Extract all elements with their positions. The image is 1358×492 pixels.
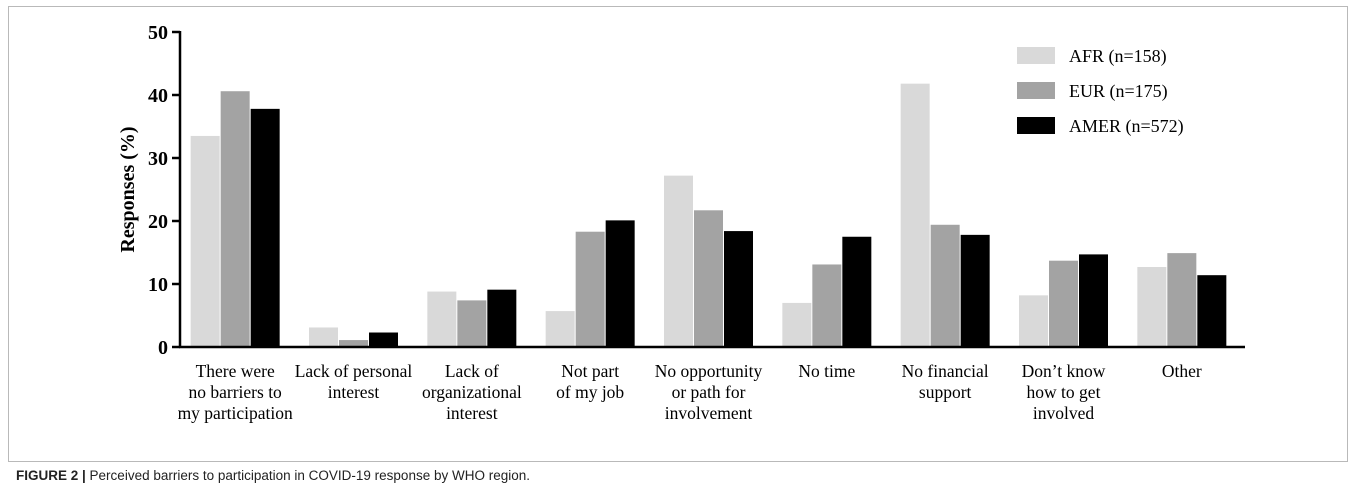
bar [960, 234, 990, 347]
legend: AFR (n=158) EUR (n=175) AMER (n=572) [1017, 46, 1184, 137]
y-tick-label: 40 [148, 85, 168, 107]
bar [812, 264, 842, 347]
x-tick-label: No time [798, 361, 855, 381]
x-tick-label: involved [1033, 403, 1094, 423]
y-ticks-group: 0 10 20 30 40 50 [148, 22, 180, 359]
y-axis-label: Responses (%) [117, 126, 139, 252]
figure-caption-text: Perceived barriers to participation in C… [85, 468, 530, 483]
x-tick-label: Lack of [445, 361, 499, 381]
y-tick-label: 20 [148, 211, 168, 233]
x-tick-label: how to get [1027, 382, 1101, 402]
bar [427, 291, 457, 347]
bar [487, 289, 517, 347]
bar [605, 220, 635, 347]
x-tick-label: organizational [422, 382, 522, 402]
x-tick-label: of my job [556, 382, 624, 402]
y-tick-label: 30 [148, 148, 168, 170]
x-tick-label: or path for [672, 382, 746, 402]
x-tick-label: my participation [178, 403, 293, 423]
x-tick-label: Other [1162, 361, 1202, 381]
bar [545, 311, 575, 347]
legend-swatch [1017, 47, 1055, 64]
bar [1079, 254, 1108, 347]
figure-caption-label: FIGURE 2 | [16, 468, 86, 483]
x-tick-label: support [919, 382, 972, 402]
bar [309, 327, 338, 347]
bar [724, 231, 753, 347]
bar [220, 91, 250, 347]
legend-swatch [1017, 82, 1055, 99]
bar [1019, 295, 1048, 347]
bar [842, 236, 872, 347]
x-tick-label: no barriers to [189, 382, 283, 402]
bar [190, 135, 220, 347]
figure-caption: FIGURE 2 | Perceived barriers to partici… [16, 468, 530, 483]
bar [664, 175, 693, 347]
bar [369, 332, 398, 347]
bar [575, 231, 605, 347]
x-tick-label: No financial [902, 361, 989, 381]
bar [1049, 260, 1078, 347]
bar [1137, 266, 1167, 347]
bar [694, 210, 723, 347]
bar [930, 224, 960, 347]
y-tick-label: 10 [148, 274, 168, 296]
x-tick-label: involvement [665, 403, 753, 423]
bar [782, 302, 812, 347]
legend-swatch [1017, 117, 1055, 134]
x-tick-label: Not part [561, 361, 619, 381]
bar [250, 108, 280, 347]
y-tick-label: 50 [148, 22, 168, 44]
x-tick-label: Lack of personal [295, 361, 413, 381]
x-tick-label: There were [196, 361, 275, 381]
x-tick-label: Don’t know [1022, 361, 1106, 381]
bars-group [190, 83, 1227, 347]
x-tick-label: interest [328, 382, 380, 402]
y-tick-label: 0 [158, 337, 168, 359]
bar [1197, 275, 1227, 347]
bar [1167, 253, 1197, 347]
x-tick-label: No opportunity [655, 361, 763, 381]
legend-label: AMER (n=572) [1069, 116, 1184, 137]
bar [457, 300, 487, 347]
legend-label: EUR (n=175) [1069, 81, 1168, 102]
bar [339, 340, 368, 347]
bar [900, 83, 930, 347]
legend-label: AFR (n=158) [1069, 46, 1167, 67]
x-tick-label: interest [446, 403, 498, 423]
